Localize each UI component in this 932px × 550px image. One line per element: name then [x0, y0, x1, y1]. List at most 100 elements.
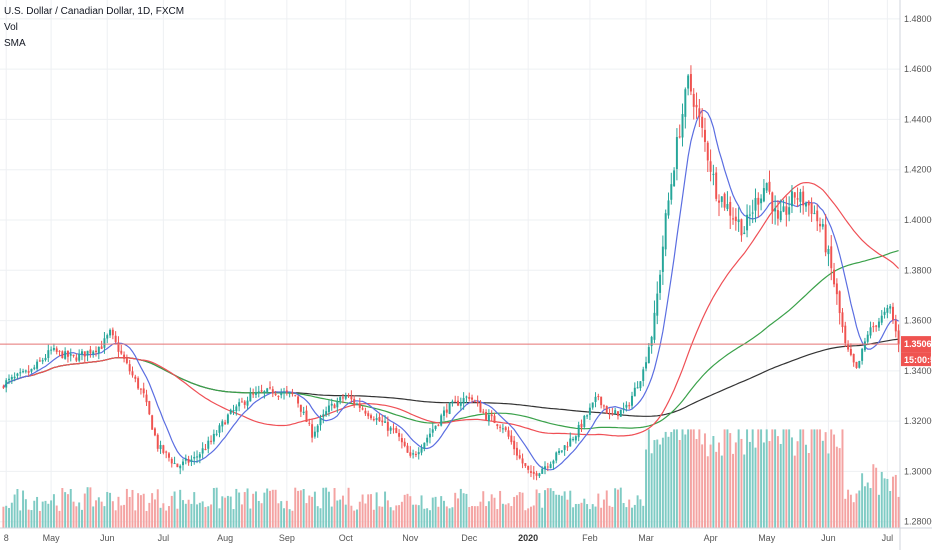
- volume-bar: [493, 497, 496, 528]
- volume-bar: [193, 492, 196, 528]
- x-tick-label: 8: [4, 533, 9, 543]
- candle-body: [443, 410, 445, 416]
- candle-body: [341, 397, 344, 399]
- candle-body: [577, 425, 580, 438]
- candle-body: [322, 414, 325, 418]
- volume-bar: [240, 504, 243, 528]
- volume-bar: [448, 508, 451, 528]
- candle-body: [170, 458, 173, 464]
- candle-body: [95, 350, 97, 353]
- candle-body: [375, 418, 378, 420]
- volume-bar: [330, 506, 333, 528]
- candle-body: [852, 353, 855, 363]
- candle-body: [218, 425, 221, 433]
- candle-body: [66, 351, 69, 357]
- volume-bar: [715, 451, 718, 528]
- candle-body: [541, 468, 544, 474]
- candle-body: [409, 452, 412, 456]
- candle-body: [619, 409, 622, 417]
- volume-bar: [695, 439, 698, 528]
- candle-body: [5, 380, 8, 388]
- volume-bar: [588, 509, 591, 528]
- volume-bar: [187, 499, 190, 528]
- candle-body: [358, 403, 361, 408]
- volume-bar: [591, 504, 594, 528]
- volume-bar: [308, 495, 311, 528]
- volume-bar: [734, 442, 737, 528]
- candle-body: [793, 192, 796, 198]
- volume-bar: [246, 488, 249, 528]
- chart-legend: U.S. Dollar / Canadian Dollar, 1D, FXCM …: [4, 4, 184, 52]
- candle-body: [221, 421, 224, 427]
- candle-body: [426, 437, 429, 443]
- volume-bar: [148, 502, 151, 528]
- volume-bar: [841, 429, 844, 528]
- candle-body: [863, 341, 866, 351]
- candle-body: [544, 466, 546, 469]
- candle-body: [734, 216, 737, 222]
- volume-bar: [238, 492, 241, 528]
- volume-bar: [485, 506, 488, 528]
- candle-body: [316, 425, 319, 433]
- candle-body: [269, 387, 271, 389]
- volume-bar: [510, 506, 513, 528]
- candle-body: [723, 193, 726, 208]
- volume-bar: [291, 510, 294, 528]
- candle-body: [457, 400, 459, 406]
- candle-body: [883, 311, 886, 315]
- volume-bar: [50, 500, 53, 528]
- volume-bar: [782, 429, 785, 528]
- candle-body: [249, 393, 252, 402]
- candle-body: [72, 354, 75, 357]
- candle-body: [776, 210, 779, 219]
- candle-body: [224, 422, 227, 425]
- volume-bar: [375, 492, 378, 528]
- volume-bar: [552, 490, 555, 528]
- candle-body: [69, 354, 72, 356]
- candle-body: [805, 203, 807, 207]
- last-price-badge: [901, 336, 931, 353]
- candle-body: [487, 414, 490, 422]
- volume-bar: [5, 505, 8, 528]
- volume-bar: [849, 494, 852, 528]
- x-tick-label: Jul: [158, 533, 170, 543]
- candle-body: [440, 415, 443, 426]
- volume-bar: [521, 492, 524, 528]
- volume-bar: [8, 507, 10, 528]
- candle-body: [145, 394, 148, 403]
- volume-bar: [569, 490, 572, 528]
- candle-body: [196, 456, 199, 458]
- volume-bar: [89, 487, 92, 528]
- volume-bar: [566, 499, 569, 528]
- candle-body: [103, 338, 106, 348]
- volume-bar: [479, 501, 482, 528]
- candle-body: [821, 224, 824, 227]
- volume-bar: [799, 429, 802, 528]
- volume-bar: [333, 488, 336, 528]
- volume-bar: [86, 487, 89, 528]
- candle-body: [720, 196, 723, 202]
- volume-bar: [535, 489, 538, 528]
- volume-bar: [622, 503, 625, 528]
- candle-body: [364, 410, 367, 414]
- volume-bar: [269, 490, 271, 528]
- volume-bar: [819, 429, 822, 528]
- volume-bar: [732, 453, 735, 528]
- volume-bar: [271, 489, 274, 528]
- volume-bar: [339, 499, 342, 528]
- candle-body: [746, 214, 749, 231]
- x-tick-label: May: [43, 533, 61, 543]
- volume-bar: [159, 507, 162, 528]
- volume-bar: [207, 506, 210, 528]
- candle-body: [476, 401, 479, 404]
- candle-body: [532, 471, 535, 474]
- volume-bar: [61, 488, 64, 528]
- legend-vol: Vol: [4, 22, 18, 33]
- volume-bar: [260, 503, 263, 528]
- candle-body: [757, 197, 760, 205]
- candle-body: [176, 463, 179, 468]
- volume-bar: [636, 495, 639, 528]
- volume-bar: [378, 506, 381, 528]
- candle-body: [78, 353, 81, 361]
